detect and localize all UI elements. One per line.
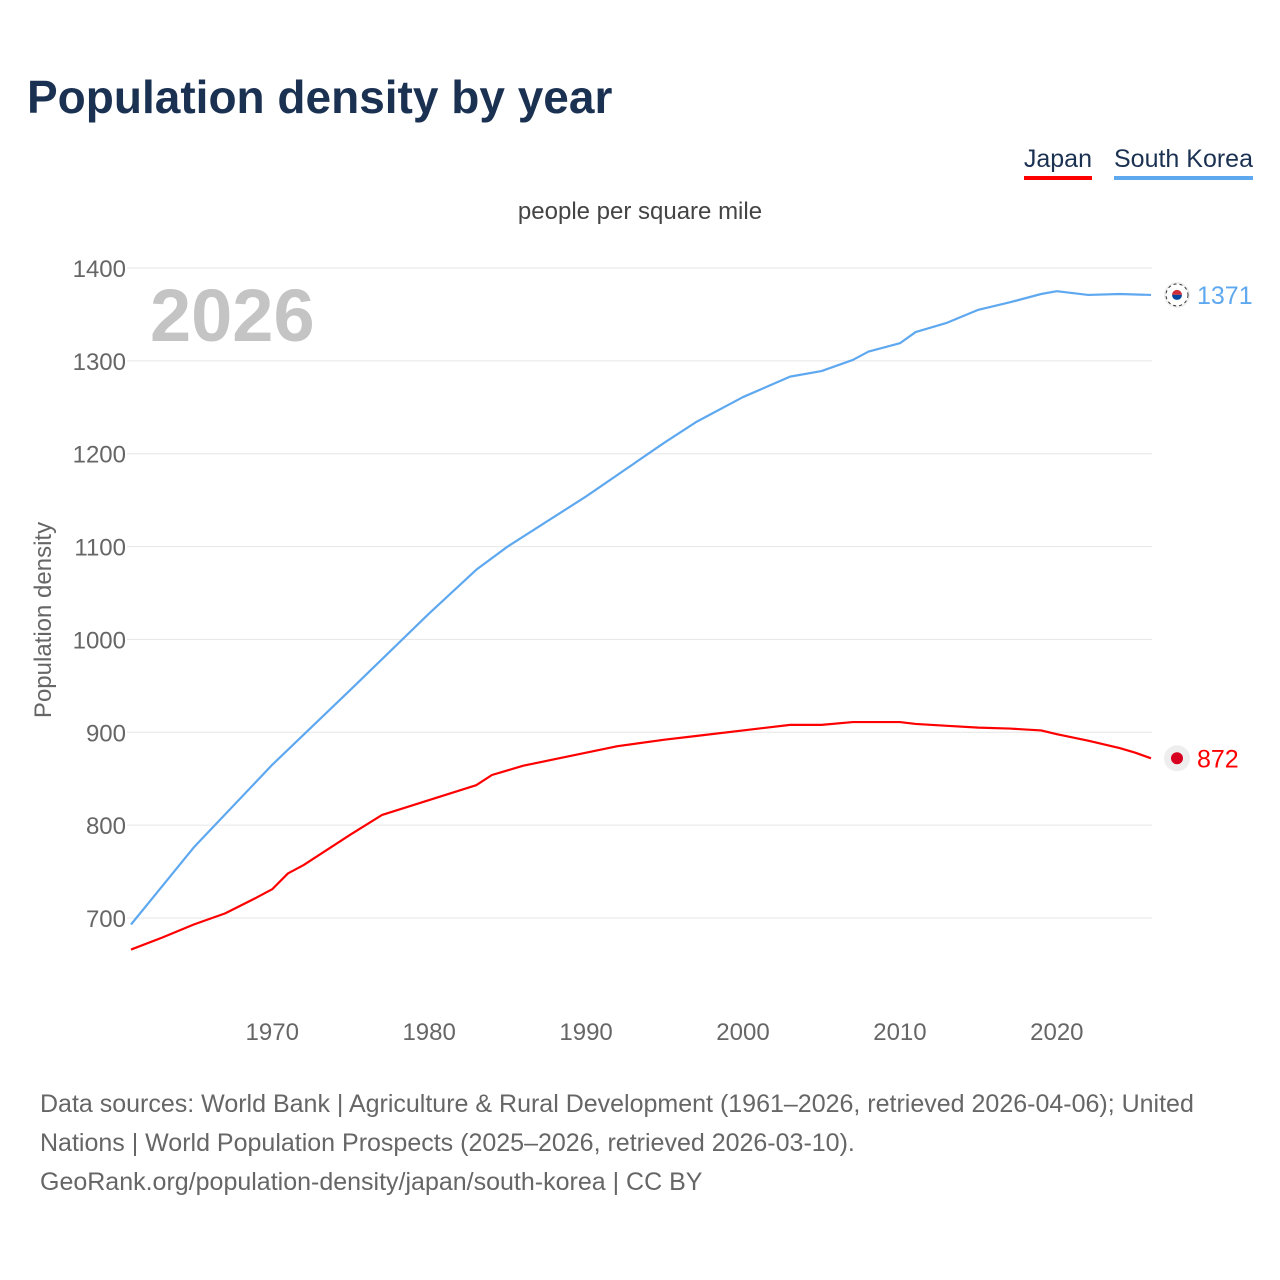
chart-title: Population density by year bbox=[27, 71, 613, 123]
flag-taeguk-red bbox=[1172, 289, 1182, 295]
legend-japan[interactable]: Japan bbox=[1023, 145, 1092, 180]
chart-subtitle: people per square mile bbox=[517, 198, 763, 225]
y-tick-label: 1200 bbox=[73, 442, 126, 469]
japan-flag-icon bbox=[1171, 752, 1183, 765]
data-sources: Data sources: World Bank | Agriculture &… bbox=[40, 1090, 1194, 1157]
legend: Japan South Korea bbox=[1023, 145, 1253, 180]
series-line-south-korea bbox=[130, 290, 1152, 926]
end-value-label: 1371 bbox=[1197, 282, 1253, 310]
y-tick-label: 1400 bbox=[73, 256, 126, 283]
series-line-japan bbox=[130, 720, 1152, 951]
x-tick-label: 2000 bbox=[716, 1019, 769, 1046]
y-tick-label: 1000 bbox=[73, 627, 126, 654]
x-tick-label: 1970 bbox=[246, 1019, 299, 1046]
y-tick-label: 1100 bbox=[74, 535, 126, 562]
x-tick-label: 2010 bbox=[873, 1019, 926, 1046]
legend-south-korea[interactable]: South Korea bbox=[1114, 145, 1253, 180]
x-tick-label: 1990 bbox=[559, 1019, 612, 1046]
x-tick-label: 1980 bbox=[402, 1019, 455, 1046]
y-tick-label: 1300 bbox=[73, 349, 126, 376]
y-tick-label: 800 bbox=[86, 813, 126, 840]
flag-taeguk-blue bbox=[1172, 294, 1182, 300]
end-value-label: 872 bbox=[1197, 745, 1239, 773]
year-watermark: 2026 bbox=[150, 274, 315, 357]
x-tick-label: 2020 bbox=[1030, 1019, 1083, 1046]
y-tick-label: 700 bbox=[86, 906, 126, 933]
y-tick-label: 900 bbox=[86, 720, 126, 747]
line-chart: 700 800 900 1000 1100 1200 1300 1400 1970 1980 199… bbox=[30, 256, 1253, 1046]
y-axis-label: Population density bbox=[30, 522, 57, 718]
source-link[interactable]: GeoRank.org/population-density/japan/sou… bbox=[40, 1168, 703, 1196]
footer: Data sources: World Bank | Agriculture &… bbox=[40, 1085, 1250, 1202]
